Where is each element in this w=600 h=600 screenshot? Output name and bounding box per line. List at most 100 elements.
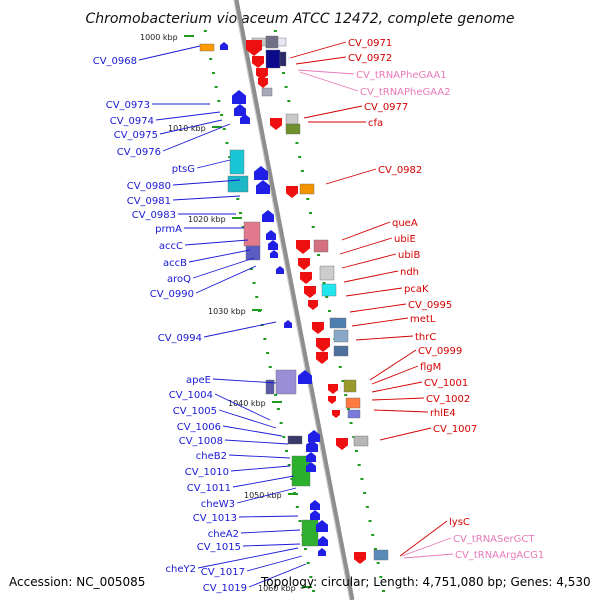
kbp-label: 1040 kbp	[228, 399, 266, 408]
leader-line	[138, 45, 201, 61]
feature-block	[277, 37, 287, 47]
track-tick	[379, 576, 383, 578]
leader-line	[371, 381, 423, 393]
track-tick	[382, 590, 386, 592]
gene-label-cv-1013: CV_1013	[193, 513, 237, 524]
topology-text: Topology: circular; Length: 4,751,080 bp…	[260, 575, 591, 589]
gene-label-ubib: ubiB	[398, 250, 420, 261]
accession-text: Accession: NC_005085	[9, 575, 145, 589]
track-tick	[287, 464, 291, 466]
forward-gene-arrow	[256, 180, 270, 194]
reverse-gene-arrow	[298, 258, 310, 270]
gene-label-flgm: flgM	[420, 362, 441, 373]
gene-label-cv-1017: CV_1017	[201, 567, 245, 578]
leader-line	[197, 547, 299, 569]
gene-label-cv-1006: CV_1006	[177, 422, 221, 433]
gene-label-cv-0968: CV_0968	[93, 56, 137, 67]
leader-line	[238, 515, 299, 518]
feature-block	[333, 345, 349, 357]
feature-block	[329, 317, 347, 329]
leader-line	[236, 487, 297, 504]
kbp-label: 1060 kbp	[258, 584, 296, 593]
leader-line	[297, 69, 355, 75]
reverse-gene-arrow	[286, 186, 298, 198]
feature-block	[199, 43, 215, 52]
track-tick	[306, 562, 310, 564]
reverse-gene-arrow	[270, 118, 282, 130]
gene-label-cv-0976: CV_0976	[117, 147, 161, 158]
leader-line	[289, 41, 347, 59]
leader-line	[295, 56, 347, 65]
feature-block	[265, 35, 279, 49]
leader-line	[222, 425, 283, 437]
track-tick	[360, 478, 364, 480]
genome-backbone	[233, 0, 355, 600]
label-leader-lines	[138, 41, 454, 588]
gene-label-cv-0981: CV_0981	[127, 196, 171, 207]
leader-line	[369, 349, 417, 381]
gene-label-lysc: lysC	[449, 517, 470, 528]
gene-label-cv-1002: CV_1002	[426, 394, 470, 405]
reverse-gene-arrow	[258, 78, 268, 88]
feature-block	[313, 239, 329, 253]
leader-line	[195, 265, 257, 294]
gene-label-cv-0975: CV_0975	[114, 130, 158, 141]
gene-label-cv-0977: CV_0977	[364, 102, 408, 113]
gene-label-cv-1007: CV_1007	[433, 424, 477, 435]
leader-line	[184, 239, 249, 246]
forward-gene-arrow	[306, 462, 316, 472]
track-tick	[285, 450, 288, 452]
leader-line	[172, 195, 241, 201]
track-tick	[344, 394, 348, 396]
forward-gene-arrow	[308, 430, 320, 442]
gene-label-chew3: cheW3	[201, 499, 235, 510]
track-tick	[222, 128, 226, 130]
gene-label-thrc: thrC	[415, 332, 436, 343]
leader-line	[371, 397, 425, 401]
reverse-gene-arrow	[312, 322, 324, 334]
feature-blocks	[199, 35, 389, 561]
track-tick	[293, 492, 297, 494]
track-tick	[225, 142, 229, 144]
forward-gene-arrow	[318, 536, 328, 546]
feature-block	[345, 397, 361, 409]
reverse-gene-arrow	[246, 40, 262, 56]
track-tick	[228, 156, 232, 158]
track-tick	[298, 520, 302, 522]
leader-line	[248, 563, 307, 588]
gene-label-cv-0980: CV_0980	[127, 181, 171, 192]
gene-label-metl: metL	[410, 314, 436, 325]
gene-label-apee: apeE	[186, 375, 211, 386]
track-tick	[268, 366, 272, 368]
reverse-gene-arrow	[304, 286, 316, 298]
gene-label-pcak: pcaK	[404, 284, 429, 295]
leader-line	[345, 287, 403, 297]
track-tick	[338, 366, 342, 368]
feature-block	[373, 549, 389, 561]
track-tick	[346, 408, 350, 410]
gene-label-cv-trnaphegaa1: CV_tRNAPheGAA1	[356, 70, 447, 81]
leader-line	[341, 221, 391, 241]
feature-block	[333, 329, 349, 343]
gene-label-cv-0990: CV_0990	[150, 289, 194, 300]
gene-label-chey2: cheY2	[166, 564, 196, 575]
reverse-gene-arrow	[300, 272, 312, 284]
feature-block	[279, 51, 287, 67]
kbp-label: 1030 kbp	[208, 307, 246, 316]
reverse-gene-arrow	[296, 240, 310, 254]
kbp-label: 1020 kbp	[188, 215, 226, 224]
gene-label-cv-1008: CV_1008	[179, 436, 223, 447]
leader-line	[159, 119, 223, 135]
track-tick	[266, 352, 270, 354]
leader-line	[351, 317, 409, 327]
gene-label-cv-0972: CV_0972	[348, 53, 392, 64]
gene-label-quea: queA	[392, 218, 418, 229]
forward-gene-arrow	[232, 90, 246, 104]
track-tick	[325, 296, 329, 298]
track-tick	[373, 548, 377, 550]
track-tick	[295, 506, 299, 508]
gene-label-cv-trnaphegaa2: CV_tRNAPheGAA2	[360, 87, 451, 98]
track-tick	[349, 422, 353, 424]
leader-line	[379, 427, 432, 441]
leader-line	[339, 237, 393, 255]
